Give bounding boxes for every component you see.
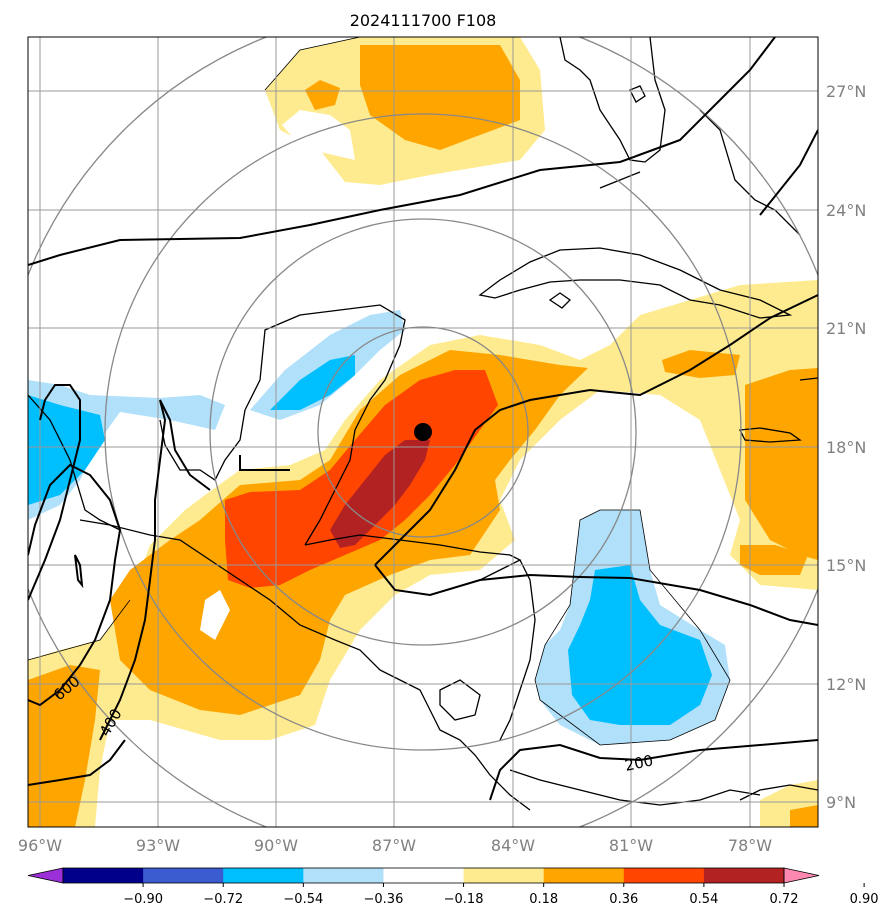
colorbar-bin	[543, 868, 625, 883]
range-ring-3	[104, 113, 742, 751]
colorbar-tick-label: 0.36	[609, 892, 638, 907]
lat-label: 27°N	[826, 82, 866, 101]
orange-east	[745, 368, 818, 560]
colorbar-bin	[143, 868, 224, 883]
positive-field-north-core	[360, 45, 520, 150]
lat-label: 15°N	[826, 556, 866, 575]
hole-central	[200, 590, 230, 640]
coastline-hispaniola	[799, 377, 818, 381]
orange-sw	[28, 665, 100, 827]
range-rings	[28, 37, 818, 827]
coastline-florida-keys	[599, 171, 641, 189]
darkred-core	[330, 440, 430, 548]
boundary-contour-3	[28, 599, 131, 661]
height-contour-west-loop	[74, 554, 84, 589]
coastline-lake-nicaragua	[439, 679, 481, 721]
height-contour-south	[374, 564, 818, 626]
range-ring-2	[209, 218, 637, 646]
contour-label-200: 200	[623, 751, 655, 775]
colorbar-bin	[463, 868, 545, 883]
orange-se-corner	[790, 805, 818, 827]
positive-field-north-small	[305, 80, 340, 110]
colorbar-bin	[703, 868, 785, 883]
colorbar-tick-label: 0.72	[770, 892, 799, 907]
coastline-yucatan	[159, 304, 406, 546]
map-frame	[27, 36, 819, 828]
coastline-florida	[559, 37, 666, 163]
lat-label: 12°N	[826, 675, 866, 694]
red-main	[225, 370, 498, 588]
colorbar-tick-label: 0.18	[529, 892, 558, 907]
latitude-labels: 27°N 24°N 21°N 18°N 15°N 12°N 9°N	[826, 82, 866, 812]
hole-north	[282, 110, 355, 160]
map-area: 600 400 200	[28, 37, 818, 827]
colorbar-bin	[623, 868, 705, 883]
negative-field-caribbean-core	[568, 565, 712, 725]
height-contour-central	[374, 294, 818, 566]
field-boundary-contours	[28, 37, 731, 746]
range-ring-1	[317, 326, 529, 538]
storm-center-marker	[414, 423, 432, 441]
lon-label: 81°W	[609, 836, 653, 855]
colorbar-bin	[223, 868, 304, 883]
colorbar-tick-label: −0.18	[444, 892, 484, 907]
height-contour-central-west	[239, 455, 290, 471]
colorbar-tick-label: −0.90	[123, 892, 163, 907]
colorbar-tick-label: −0.72	[203, 892, 243, 907]
height-contour-north	[28, 37, 776, 266]
colorbar-bin	[303, 868, 384, 883]
coastline-isla-juventud	[548, 292, 572, 309]
lon-label: 78°W	[728, 836, 772, 855]
colorbar-bin	[63, 868, 144, 883]
boundary-contour-2	[534, 509, 731, 746]
lon-label: 84°W	[491, 836, 535, 855]
negative-field-yucatan-core	[270, 355, 355, 410]
colorbar-tick-label: 0.54	[689, 892, 718, 907]
lat-label: 21°N	[826, 319, 866, 338]
negative-field-west-core	[28, 395, 105, 505]
plot-title: 2024111700 F108	[350, 11, 497, 30]
colorbar-extend-high	[783, 867, 820, 884]
colorbar-bin	[383, 868, 465, 883]
colorbar-tick-label: −0.36	[364, 892, 404, 907]
lon-label: 93°W	[136, 836, 180, 855]
height-contour-sw-bottom	[28, 739, 126, 786]
coastline-central-america-pacific	[79, 519, 531, 811]
longitude-labels: 96°W 93°W 90°W 87°W 84°W 81°W 78°W	[18, 836, 772, 855]
height-contour-400-a	[28, 384, 81, 601]
shaded-fields	[28, 37, 818, 827]
height-contours	[28, 37, 818, 801]
height-contour-400-b	[99, 399, 211, 741]
lat-label: 9°N	[826, 793, 856, 812]
lat-label: 18°N	[826, 438, 866, 457]
boundary-contour-1	[264, 37, 361, 91]
orange-se	[740, 545, 808, 575]
coastline-jamaica	[738, 427, 802, 443]
height-contour-east	[759, 129, 818, 216]
coastline-caribbean-nicaragua	[499, 559, 536, 741]
colorbar: −0.90 −0.72 −0.54 −0.36 −0.18 0.18 0.36 0.54 0.7…	[27, 867, 879, 907]
coastline-lake-okeechobee	[629, 85, 646, 103]
coastline-bahamas	[699, 109, 801, 236]
graticule	[28, 37, 818, 827]
height-contour-600	[28, 463, 122, 707]
height-contour-200	[489, 739, 818, 801]
colorbar-tick-label: 0.90	[850, 892, 879, 907]
lon-label: 96°W	[18, 836, 62, 855]
colorbar-frame	[62, 867, 785, 884]
coastline-gulf-mexico-west	[28, 394, 121, 531]
lat-label: 24°N	[826, 201, 866, 220]
lon-label: 90°W	[254, 836, 298, 855]
colorbar-tick-label: −0.54	[283, 892, 323, 907]
lon-label: 87°W	[372, 836, 416, 855]
colorbar-extend-low	[27, 867, 64, 884]
